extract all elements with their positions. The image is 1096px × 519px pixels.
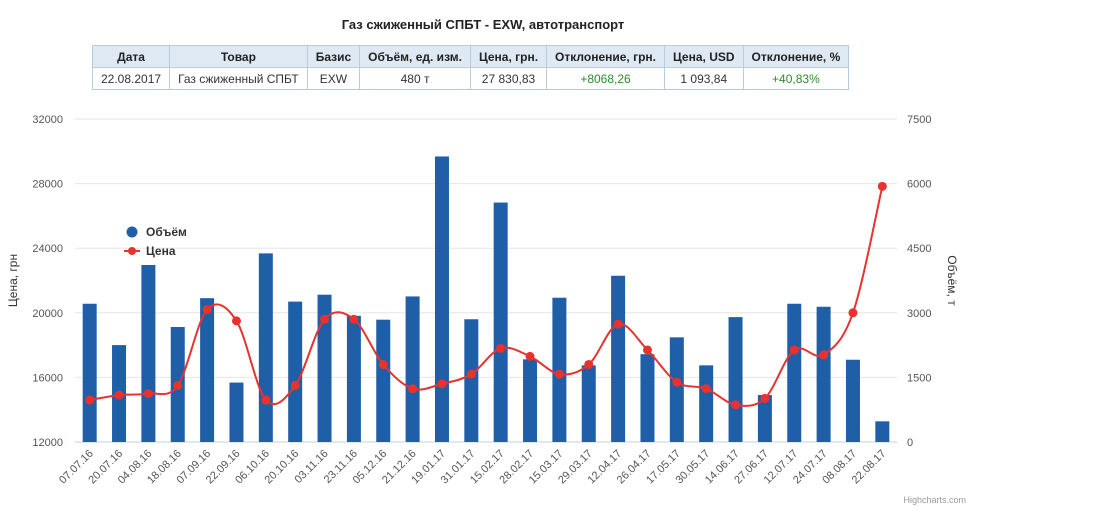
legend-volume-marker <box>126 226 138 238</box>
summary-table: Дата Товар Базис Объём, ед. изм. Цена, г… <box>91 45 850 90</box>
volume-bar <box>141 264 156 442</box>
volume-bar <box>875 421 890 442</box>
price-point <box>143 389 153 399</box>
summary-header-cell: Товар <box>169 45 308 68</box>
price-point <box>819 350 829 360</box>
price-point <box>554 369 564 379</box>
price-point <box>202 305 212 315</box>
price-point <box>642 345 652 355</box>
y-left-tick-label: 16000 <box>32 372 63 384</box>
volume-bar <box>757 395 772 442</box>
price-point <box>613 319 623 329</box>
volume-bar <box>699 365 714 442</box>
volume-bar <box>200 298 215 442</box>
y-left-tick-label: 20000 <box>32 308 63 320</box>
price-point <box>261 395 271 405</box>
legend-price-label: Цена <box>146 244 176 258</box>
summary-header-row: Дата Товар Базис Объём, ед. изм. Цена, г… <box>91 45 850 68</box>
volume-bar <box>787 303 802 442</box>
volume-bar <box>523 359 538 442</box>
summary-cell-basis: EXW <box>306 67 361 90</box>
price-line <box>89 186 884 407</box>
highcharts-credit[interactable]: Highcharts.com <box>903 495 966 505</box>
y-right-tick-label: 6000 <box>907 179 931 191</box>
volume-bar <box>845 359 860 442</box>
price-point <box>349 314 359 324</box>
volume-bar <box>728 317 743 442</box>
volume-bar <box>346 315 361 442</box>
y-right-tick-label: 3000 <box>907 308 931 320</box>
legend-volume-label: Объём <box>146 225 187 239</box>
summary-cell-deviation-uah: +8068,26 <box>546 67 666 90</box>
volume-bar <box>434 156 449 442</box>
volume-bar <box>376 319 391 442</box>
price-point <box>789 345 799 355</box>
volume-bar <box>669 337 684 442</box>
y-left-axis-label: Цена, грн <box>6 254 20 307</box>
volume-bar <box>464 319 479 442</box>
summary-cell-volume: 480 т <box>359 67 471 90</box>
volume-bar <box>82 303 97 442</box>
summary-cell-product: Газ сжиженный СПБТ <box>169 67 308 90</box>
price-point <box>848 308 858 318</box>
summary-header-cell: Цена, USD <box>664 45 744 68</box>
summary-header-cell: Дата <box>91 45 171 68</box>
y-right-tick-label: 4500 <box>907 243 931 255</box>
price-point <box>760 393 770 403</box>
volume-bar <box>288 301 303 442</box>
volume-bar <box>640 354 655 442</box>
price-point <box>85 395 95 405</box>
price-point <box>584 359 594 369</box>
summary-header-cell: Базис <box>306 45 361 68</box>
price-point <box>877 181 887 191</box>
summary-header-cell: Отклонение, грн. <box>546 45 666 68</box>
y-right-axis-label: Объём, т <box>945 255 959 306</box>
volume-bar <box>581 365 596 442</box>
summary-cell-price-usd: 1 093,84 <box>664 67 744 90</box>
y-left-tick-label: 12000 <box>32 437 63 449</box>
volume-bar <box>317 294 332 442</box>
price-point <box>231 316 241 326</box>
summary-header-cell: Отклонение, % <box>742 45 850 68</box>
price-point <box>378 359 388 369</box>
price-point <box>672 377 682 387</box>
summary-cell-deviation-pct: +40,83% <box>742 67 850 90</box>
summary-data-row: 22.08.2017 Газ сжиженный СПБТ EXW 480 т … <box>91 67 850 90</box>
volume-bar <box>229 382 244 442</box>
price-point <box>437 379 447 389</box>
price-point <box>466 369 476 379</box>
price-point <box>496 343 506 353</box>
y-left-tick-label: 32000 <box>32 114 63 126</box>
volume-bar <box>493 202 508 442</box>
volume-bar <box>816 306 831 442</box>
volume-bar <box>611 275 626 442</box>
price-point <box>290 380 300 390</box>
legend-price-marker <box>128 247 136 255</box>
price-point <box>320 314 330 324</box>
volume-bar <box>258 253 273 442</box>
price-point <box>701 384 711 394</box>
price-point <box>114 390 124 400</box>
price-point <box>731 400 741 410</box>
y-left-tick-label: 28000 <box>32 179 63 191</box>
y-right-tick-label: 1500 <box>907 372 931 384</box>
y-left-tick-label: 24000 <box>32 243 63 255</box>
chart-title: Газ сжиженный СПБТ - EXW, автотранспорт <box>341 17 625 32</box>
summary-header-cell: Цена, грн. <box>469 45 548 68</box>
y-right-tick-label: 7500 <box>907 114 931 126</box>
summary-cell-price-uah: 27 830,83 <box>469 67 548 90</box>
price-point <box>408 384 418 394</box>
price-point <box>525 351 535 361</box>
price-point <box>173 380 183 390</box>
y-right-tick-label: 0 <box>907 437 913 449</box>
summary-cell-date: 22.08.2017 <box>91 67 171 90</box>
volume-bar <box>405 296 420 442</box>
